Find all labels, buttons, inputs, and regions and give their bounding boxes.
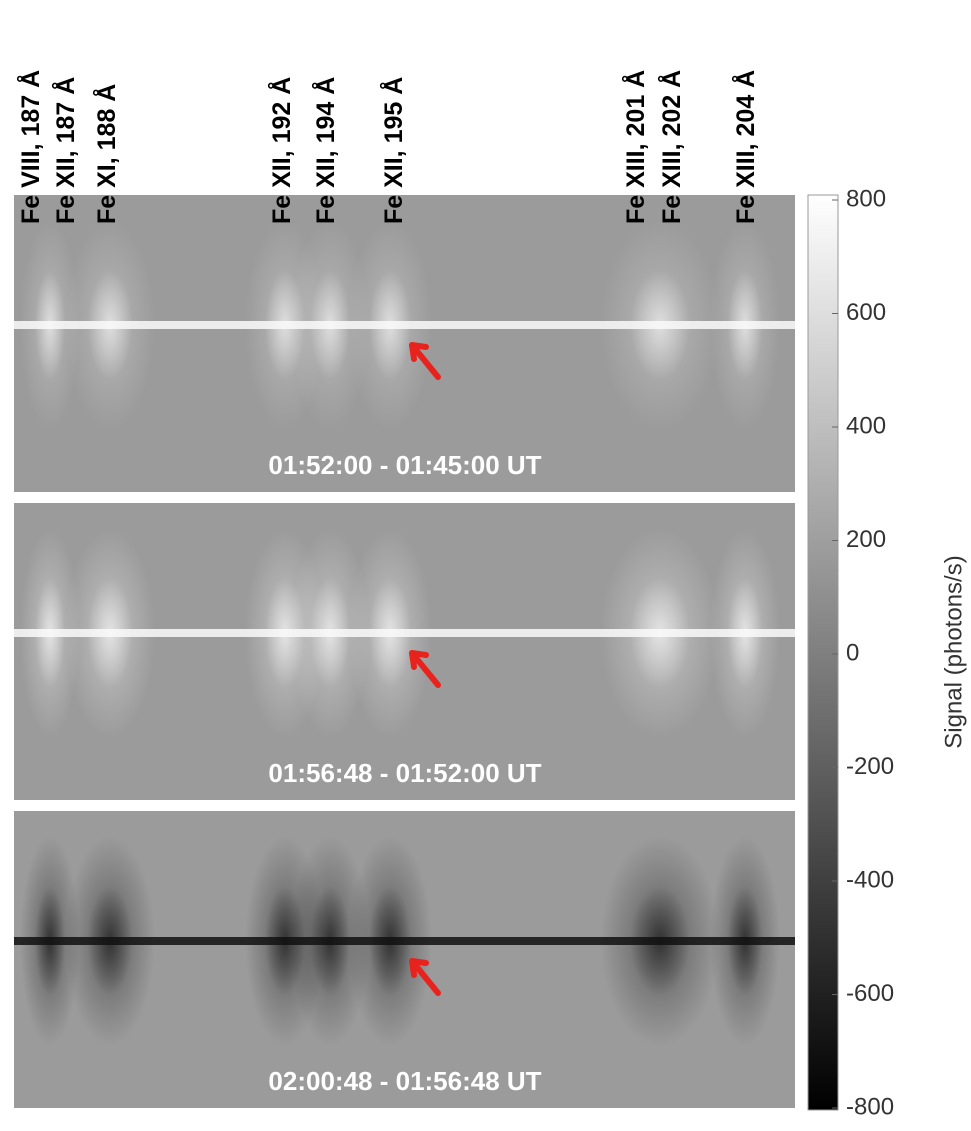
- spectral-band: [14, 629, 795, 637]
- colorbar-tick-label: -400: [846, 866, 894, 893]
- panel-label: 02:00:48 - 01:56:48 UT: [268, 1066, 541, 1096]
- colorbar: [807, 194, 839, 1111]
- line-label: Fe XIII, 201 Å: [621, 70, 650, 224]
- colorbar-tick-label: 600: [846, 299, 886, 326]
- line-label: Fe XII, 187 Å: [51, 77, 80, 224]
- colorbar-tick-label: 800: [846, 185, 886, 212]
- line-label: Fe XII, 195 Å: [379, 77, 408, 224]
- line-label: Fe XII, 192 Å: [267, 77, 296, 224]
- colorbar-tick-label: -200: [846, 753, 894, 780]
- red-arrow: [409, 958, 441, 996]
- line-label: Fe VIII, 187 Å: [16, 70, 45, 224]
- colorbar-tick-label: -600: [846, 980, 894, 1007]
- line-label: Fe XIII, 202 Å: [657, 70, 686, 224]
- line-label: Fe XI, 188 Å: [92, 84, 121, 224]
- red-arrow: [409, 342, 441, 380]
- line-label: Fe XIII, 204 Å: [731, 70, 760, 224]
- red-arrow: [409, 650, 441, 688]
- spectral-band: [14, 937, 795, 945]
- colorbar-tick-label: -800: [846, 1093, 894, 1120]
- spectral-band: [14, 321, 795, 329]
- colorbar-tick-label: 400: [846, 412, 886, 439]
- panel-label: 01:56:48 - 01:52:00 UT: [268, 758, 541, 788]
- colorbar-tick-label: 0: [846, 639, 859, 666]
- panel-label: 01:52:00 - 01:45:00 UT: [268, 450, 541, 480]
- colorbar-label: Signal (photons/s): [940, 555, 967, 748]
- colorbar-tick-label: 200: [846, 526, 886, 553]
- line-label: Fe XII, 194 Å: [311, 77, 340, 224]
